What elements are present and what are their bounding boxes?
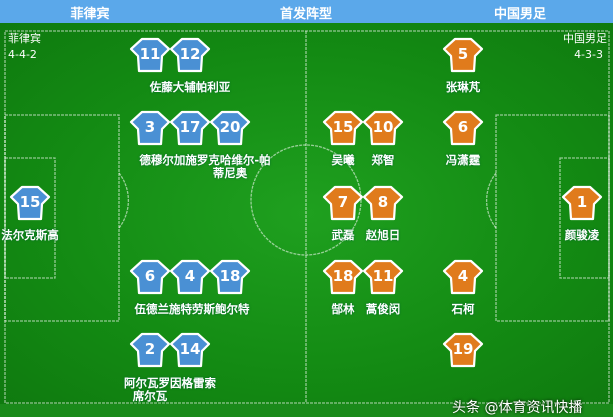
away-player-jersey[interactable]: 11 xyxy=(362,259,404,295)
pitch-lines xyxy=(4,30,610,404)
player-name: 蒿俊闵 xyxy=(365,302,401,316)
jersey-number: 14 xyxy=(179,340,201,358)
player-name: 张琳芃 xyxy=(445,80,481,94)
lineup-title: 首发阵型 xyxy=(279,7,333,22)
away-player-jersey[interactable]: 4 xyxy=(442,259,484,295)
away-player-jersey[interactable]: 1 xyxy=(561,185,603,221)
jersey-number: 20 xyxy=(219,118,241,136)
player-name: 法尔克斯高 xyxy=(1,228,59,242)
home-player-jersey[interactable]: 15 xyxy=(9,185,51,221)
player-names-row: 伍德兰施特劳斯鲍尔特 xyxy=(134,302,250,316)
home-player-jersey[interactable]: 4 xyxy=(169,259,211,295)
jersey-number: 12 xyxy=(179,45,201,63)
jersey-number: 11 xyxy=(139,45,161,63)
player-names-row: 佐藤大辅帕利亚 xyxy=(149,80,231,94)
home-formation-value: 4-4-2 xyxy=(8,48,37,61)
jersey-number: 15 xyxy=(19,193,41,211)
player-name: 颜骏凌 xyxy=(564,228,600,242)
away-player-jersey[interactable]: 7 xyxy=(322,185,364,221)
away-player-jersey[interactable]: 18 xyxy=(322,259,364,295)
player-name: 赵旭日 xyxy=(365,228,401,242)
jersey-number: 7 xyxy=(337,193,349,211)
player-name: 郑智 xyxy=(371,153,395,167)
away-player-jersey[interactable]: 19 xyxy=(442,332,484,368)
home-player-jersey[interactable]: 20 xyxy=(209,110,251,146)
jersey-number: 4 xyxy=(457,267,469,285)
home-team-name: 菲律宾 xyxy=(8,32,41,45)
home-player-jersey[interactable]: 14 xyxy=(169,332,211,368)
away-player-jersey[interactable]: 8 xyxy=(362,185,404,221)
watermark: 头条 @体育资讯快播 xyxy=(452,400,583,416)
home-player-jersey[interactable]: 6 xyxy=(129,259,171,295)
jersey-number: 19 xyxy=(452,340,474,358)
jersey-number: 18 xyxy=(219,267,241,285)
player-name: 吴曦 xyxy=(331,153,355,167)
jersey-number: 1 xyxy=(576,193,588,211)
home-player-jersey[interactable]: 17 xyxy=(169,110,211,146)
away-player-jersey[interactable]: 15 xyxy=(322,110,364,146)
jersey-number: 15 xyxy=(332,118,354,136)
jersey-number: 5 xyxy=(457,45,469,63)
player-name: 郜林 xyxy=(331,302,355,316)
pitch: 菲律宾 4-4-2 中国男足 4-3-3 佐藤大辅帕利亚 德穆尔加施罗克哈维尔-帕 … xyxy=(0,23,613,416)
jersey-number: 3 xyxy=(144,118,156,136)
player-name: 冯潇霆 xyxy=(445,153,481,167)
home-formation: 菲律宾 4-4-2 xyxy=(8,31,41,63)
jersey-number: 4 xyxy=(184,267,196,285)
home-player-jersey[interactable]: 12 xyxy=(169,37,211,73)
away-team-tab[interactable]: 中国男足 xyxy=(493,7,547,22)
home-player-jersey[interactable]: 2 xyxy=(129,332,171,368)
player-names-row: 德穆尔加施罗克哈维尔-帕 xyxy=(139,153,271,167)
jersey-number: 2 xyxy=(144,340,156,358)
player-names-row: 蒂尼奥 xyxy=(212,166,248,180)
jersey-number: 18 xyxy=(332,267,354,285)
home-player-jersey[interactable]: 18 xyxy=(209,259,251,295)
player-names-row: 席尔瓦 xyxy=(132,389,168,403)
player-names-row: 阿尔瓦罗因格雷索 xyxy=(124,376,216,390)
away-team-name: 中国男足 xyxy=(563,32,607,45)
header-bar: 菲律宾 首发阵型 中国男足 xyxy=(0,0,613,23)
jersey-number: 11 xyxy=(372,267,394,285)
jersey-number: 6 xyxy=(144,267,156,285)
away-player-jersey[interactable]: 10 xyxy=(362,110,404,146)
jersey-number: 17 xyxy=(179,118,201,136)
jersey-number: 6 xyxy=(457,118,469,136)
home-team-tab[interactable]: 菲律宾 xyxy=(70,7,110,22)
player-name: 石柯 xyxy=(451,302,475,316)
player-name: 武磊 xyxy=(331,228,355,242)
home-player-jersey[interactable]: 3 xyxy=(129,110,171,146)
away-player-jersey[interactable]: 5 xyxy=(442,37,484,73)
jersey-number: 8 xyxy=(377,193,389,211)
home-player-jersey[interactable]: 11 xyxy=(129,37,171,73)
away-player-jersey[interactable]: 6 xyxy=(442,110,484,146)
jersey-number: 10 xyxy=(372,118,394,136)
away-formation-value: 4-3-3 xyxy=(574,48,603,61)
away-formation: 中国男足 4-3-3 xyxy=(563,31,607,63)
